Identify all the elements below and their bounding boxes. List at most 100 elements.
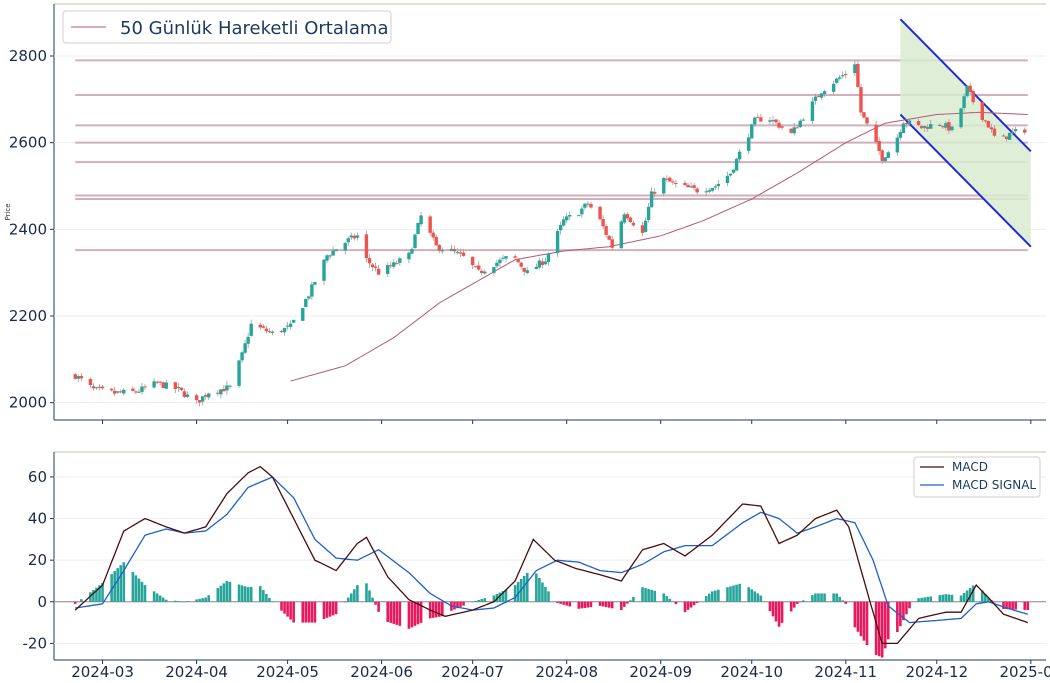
candle (352, 233, 357, 241)
histogram-bar-negative (556, 601, 559, 603)
histogram-bar-positive (653, 590, 656, 602)
candle-body-down (376, 268, 381, 275)
candle (604, 223, 608, 238)
candle-body-up (246, 336, 250, 344)
histogram-bar-positive (368, 590, 371, 602)
histogram-bar-positive (483, 598, 487, 602)
histogram-bar-positive (116, 568, 120, 602)
candle-body-up (898, 132, 903, 138)
candle-body-up (662, 177, 666, 194)
histogram-bar-negative (328, 601, 332, 617)
candle-body-down (88, 379, 93, 386)
candle (643, 217, 648, 233)
candle-body-up (243, 343, 247, 353)
histogram-bar-negative (386, 601, 390, 622)
histogram-bar-negative (607, 601, 611, 608)
candle-body-up (577, 215, 581, 217)
histogram-bar-positive (984, 593, 987, 602)
candle-body-up (325, 255, 329, 261)
candle-body-up (841, 75, 845, 77)
candle-body-down (1023, 129, 1027, 133)
candle-body-down (143, 386, 147, 388)
histogram-bar-positive (271, 601, 274, 603)
histogram-bar-positive (707, 593, 711, 602)
candle-body-up (498, 259, 502, 264)
histogram-bar-negative (905, 601, 908, 615)
candle (261, 324, 266, 329)
candle-body-down (780, 126, 784, 128)
candle-body-up (583, 203, 587, 208)
candle (904, 122, 909, 128)
histogram-bar-positive (501, 591, 505, 602)
candle (264, 325, 269, 334)
histogram-bar-positive (201, 598, 204, 602)
candle-body-down (158, 381, 162, 383)
candle-body-up (831, 83, 836, 92)
candle-body-up (907, 120, 912, 124)
candle (822, 89, 827, 97)
candle-body-up (543, 261, 548, 265)
histogram-bar-positive (920, 597, 923, 602)
candle (225, 381, 229, 395)
histogram-bar-negative (844, 601, 848, 604)
histogram-bar-positive (732, 585, 735, 602)
histogram-bar-negative (604, 601, 608, 608)
candle (243, 340, 247, 355)
price-legend: 50 Günlük Hareketli Ortalama (62, 10, 392, 44)
candle (731, 169, 736, 174)
candle (158, 381, 162, 386)
candle-body-up (228, 385, 232, 387)
candle-body-down (131, 388, 135, 391)
histogram-bar-negative (798, 601, 802, 603)
candle-body-up (734, 158, 739, 171)
candle-body-down (986, 120, 991, 128)
histogram-bar-positive (944, 594, 948, 602)
histogram-bar-negative (683, 601, 687, 613)
candle-body-up (938, 124, 942, 126)
candle-body-down (370, 264, 375, 268)
price-y-tick-label: 2800 (9, 47, 47, 65)
price-channel (899, 18, 1032, 248)
price-y-tick-label: 2200 (9, 307, 47, 325)
histogram-bar-positive (177, 601, 180, 602)
price-y-axis-label: Price (4, 203, 12, 220)
histogram-bar-positive (817, 593, 820, 602)
candle-body-down (437, 244, 441, 251)
candle-body-up (331, 250, 335, 256)
candle-body-down (91, 386, 96, 389)
candle (389, 261, 393, 269)
candle (874, 120, 878, 145)
histogram-bar-positive (971, 585, 975, 602)
macd-legend-box (913, 456, 1041, 498)
histogram-bar-negative (577, 601, 581, 609)
histogram-bar-positive (750, 589, 754, 602)
histogram-bar-negative (286, 601, 289, 617)
price-legend-box (62, 10, 392, 44)
candle-body-up (116, 391, 120, 393)
histogram-bar-negative (559, 601, 562, 604)
histogram-bar-negative (792, 601, 796, 608)
candle-body-down (971, 91, 975, 103)
histogram-bar-negative (619, 601, 623, 611)
signal-line (75, 476, 1028, 624)
candle (925, 123, 930, 132)
candle (137, 389, 141, 394)
histogram-bar-positive (926, 596, 929, 602)
support-resistance-levels (75, 59, 1028, 252)
histogram-bar-positive (759, 595, 763, 602)
candle (710, 187, 714, 193)
histogram-bar-negative (598, 601, 602, 606)
candle (695, 186, 699, 195)
candle (950, 125, 954, 132)
candle-body-up (398, 258, 402, 263)
histogram-bar-negative (280, 601, 283, 611)
candle-body-up (285, 325, 290, 327)
candle-body-down (856, 63, 860, 87)
histogram-bar-positive (525, 572, 529, 602)
candle-body-up (704, 191, 708, 193)
histogram-bar-positive (122, 562, 126, 602)
histogram-bar-negative (419, 601, 423, 623)
candle (780, 124, 784, 131)
candle (513, 253, 517, 260)
histogram-bar-negative (307, 601, 311, 623)
